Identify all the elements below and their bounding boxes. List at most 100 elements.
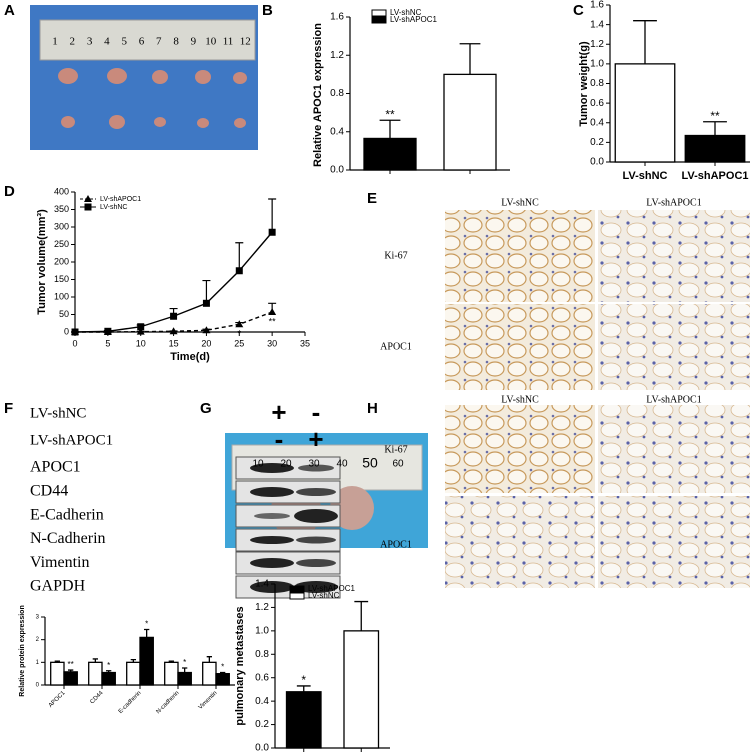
y-tick-label: 0.6 (255, 672, 269, 683)
y-tick-label: 3 (36, 615, 40, 621)
blot-protein: Vimentin (30, 554, 89, 571)
bar (63, 671, 78, 686)
x-tick-label: 5 (105, 338, 110, 348)
ihc-column-label: LV-shNC (501, 197, 539, 208)
y-tick-label: 1.0 (255, 625, 269, 636)
error-bar (459, 43, 481, 75)
error-bar (354, 600, 369, 631)
error-bar (143, 628, 150, 638)
y-tick-label: 0.0 (330, 165, 344, 176)
y-tick-label: 150 (54, 274, 69, 284)
marker (202, 326, 211, 334)
ihc-column-label: LV-shAPOC1 (646, 394, 701, 405)
panel-label: H (367, 400, 378, 417)
blot-lane-sign: - (312, 397, 321, 427)
panel-label: C (573, 2, 584, 19)
panel-label: F (4, 400, 13, 417)
significance: * (145, 620, 148, 629)
y-tick-label: 0 (64, 326, 69, 336)
ruler-number: 7 (156, 36, 162, 48)
bar (139, 636, 154, 686)
y-axis-label: Relative protein expression (19, 605, 26, 696)
y-tick-label: 1.6 (590, 0, 604, 11)
ruler-number: 11 (223, 36, 234, 48)
y-tick-label: 1.6 (330, 12, 344, 23)
x-tick-label: 10 (136, 338, 146, 348)
error-bar (296, 685, 311, 692)
marker (202, 299, 210, 307)
ihc-row-label: Ki-67 (384, 250, 407, 261)
ruler-number: 8 (173, 36, 179, 48)
y-tick-label: 0.2 (590, 137, 604, 148)
legend-swatch (289, 585, 305, 593)
bar (126, 661, 141, 686)
ihc-row-label: Ki-67 (384, 444, 407, 455)
bar (614, 63, 676, 163)
marker (268, 308, 277, 316)
legend-swatch (371, 9, 387, 17)
error-bar (379, 119, 401, 139)
ruler-number: 12 (240, 36, 251, 48)
y-tick-label: 300 (54, 221, 69, 231)
y-tick-label: 0.6 (590, 98, 604, 109)
marker (268, 228, 276, 236)
y-tick-label: 0.0 (590, 157, 604, 168)
ruler-number: 3 (87, 36, 93, 48)
marker (104, 327, 112, 335)
ihc-row-label: APOC1 (380, 539, 412, 550)
panel-label: E (367, 190, 377, 207)
marker (170, 312, 178, 320)
ruler-number: 40 (336, 459, 348, 470)
ruler-number: 30 (308, 459, 320, 470)
y-tick-label: 2 (36, 637, 40, 643)
error-bar (268, 198, 277, 233)
y-tick-label: 1.0 (590, 59, 604, 70)
x-tick-label: E-cadherin (118, 690, 143, 715)
y-tick-label: 200 (54, 256, 69, 266)
significance: ** (385, 107, 395, 121)
significance: * (301, 673, 306, 687)
marker (235, 267, 243, 275)
y-tick-label: 0.0 (255, 743, 269, 754)
y-tick-label: 0.8 (255, 649, 269, 660)
y-tick-label: 0.8 (330, 88, 344, 99)
significance: * (238, 329, 242, 339)
y-axis-label: Relative APOC1 expression (312, 23, 324, 167)
y-tick-label: 1 (36, 660, 40, 666)
legend-label: LV-shAPOC1 (308, 584, 356, 593)
marker (169, 327, 178, 335)
panel-label: A (4, 2, 15, 19)
ruler-number: 10 (252, 459, 264, 470)
y-tick-label: 100 (54, 291, 69, 301)
ruler-number: 60 (392, 459, 404, 470)
x-tick-label: 20 (201, 338, 211, 348)
marker (136, 327, 145, 335)
marker (84, 195, 92, 202)
y-tick-label: 400 (54, 186, 69, 196)
legend-label: LV-shAPOC1 (100, 196, 141, 203)
error-bar (235, 242, 244, 271)
y-tick-label: 0.2 (255, 719, 269, 730)
x-tick-label: 30 (267, 338, 277, 348)
bar (443, 73, 497, 171)
y-tick-label: 250 (54, 239, 69, 249)
y-tick-label: 0.8 (590, 78, 604, 89)
bar (88, 661, 103, 686)
x-tick-label: 35 (300, 338, 310, 348)
significance: * (107, 661, 110, 670)
x-tick-label: LV-shAPOC1 (681, 170, 748, 182)
y-axis-label: Tumor weight(g) (578, 41, 590, 127)
blot-protein: N-Cadherin (30, 530, 106, 547)
blot-lane-sign: + (271, 397, 286, 427)
y-tick-label: 1.2 (255, 602, 269, 613)
blot-bands (235, 456, 341, 599)
panel-label: B (262, 2, 273, 19)
bar (50, 661, 65, 686)
legend-swatch (371, 16, 387, 24)
y-tick-label: 0.4 (255, 696, 269, 707)
legend-swatch (289, 592, 305, 600)
ihc-column-label: LV-shAPOC1 (646, 197, 701, 208)
ihc-images (445, 210, 750, 588)
blot-condition: LV-shAPOC1 (30, 432, 113, 448)
ruler-number: 2 (70, 36, 76, 48)
